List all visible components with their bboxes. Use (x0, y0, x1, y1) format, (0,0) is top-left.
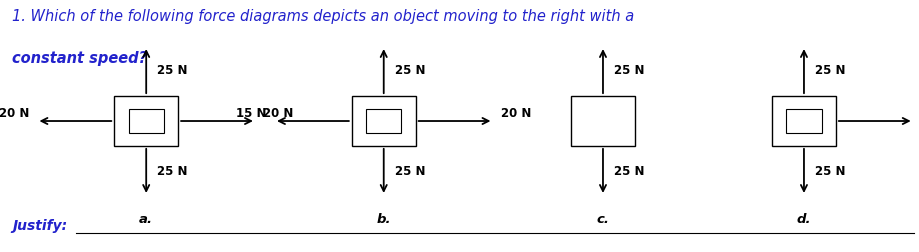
Text: d.: d. (796, 213, 811, 226)
Text: 15 N: 15 N (236, 107, 267, 120)
Bar (771, 96, 835, 146)
Text: 25 N: 25 N (814, 64, 845, 77)
Text: 25 N: 25 N (394, 64, 425, 77)
Text: 25 N: 25 N (814, 165, 845, 178)
Text: 25 N: 25 N (613, 165, 643, 178)
Text: 20 N: 20 N (263, 107, 293, 120)
Bar (129, 109, 164, 134)
Bar (351, 96, 415, 146)
Bar (786, 109, 821, 134)
Bar (114, 96, 178, 146)
Text: 20 N: 20 N (0, 107, 29, 120)
Text: 20 N: 20 N (500, 107, 530, 120)
Text: Justify:: Justify: (12, 219, 67, 233)
Text: 25 N: 25 N (613, 64, 643, 77)
Bar (571, 96, 634, 146)
Text: b.: b. (376, 213, 391, 226)
Text: 25 N: 25 N (157, 165, 187, 178)
Text: 1. Which of the following force diagrams depicts an object moving to the right w: 1. Which of the following force diagrams… (12, 9, 633, 24)
Text: 25 N: 25 N (157, 64, 187, 77)
Bar (366, 109, 401, 134)
Text: 25 N: 25 N (394, 165, 425, 178)
Text: constant speed?: constant speed? (12, 51, 147, 66)
Text: a.: a. (139, 213, 153, 226)
Text: c.: c. (596, 213, 608, 226)
